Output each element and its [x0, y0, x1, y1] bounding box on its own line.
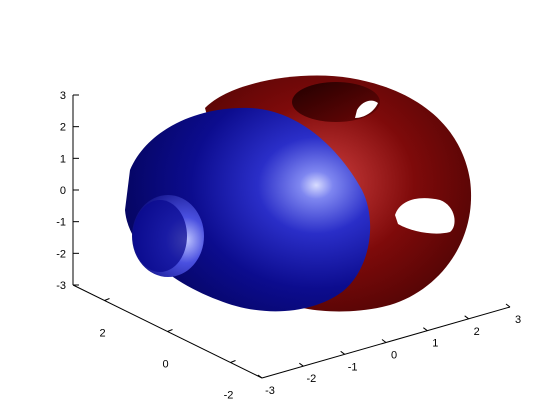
z-tick-label: 3: [60, 90, 66, 102]
blue-inner-shadow: [133, 200, 187, 272]
x-tick: [464, 315, 469, 320]
z-tick-label: -2: [56, 248, 66, 260]
y-tick: [167, 329, 173, 332]
y-tick: [104, 298, 110, 301]
red-top-hole: [355, 100, 378, 118]
tick-group: 3 2 1 0 -1 -2 -3 -2 0 2 -3 -2 -1 0 1 2 3: [56, 90, 521, 402]
x-tick: [257, 374, 263, 379]
x-tick-label: 2: [474, 326, 480, 338]
x-tick-label: -2: [306, 373, 316, 385]
x-tick: [423, 327, 428, 332]
z-tick-label: 1: [60, 153, 66, 165]
y-tick-label: -2: [224, 390, 234, 402]
y-tick-label: 0: [162, 359, 168, 371]
x-tick: [381, 339, 387, 343]
x-tick-label: 1: [432, 338, 438, 350]
blue-surface: [125, 107, 371, 312]
x-tick: [299, 362, 304, 367]
z-tick-label: -3: [56, 280, 66, 292]
x-tick-label: 3: [515, 314, 521, 326]
z-tick-label: 0: [60, 185, 66, 197]
x-tick-label: -1: [348, 361, 358, 373]
x-tick: [505, 303, 511, 308]
x-tick: [340, 350, 345, 355]
y-tick: [230, 360, 236, 363]
red-side-hole: [395, 198, 455, 234]
x-tick-label: -3: [265, 385, 275, 397]
x-tick-label: 0: [391, 350, 397, 362]
z-tick-label: -1: [56, 217, 66, 229]
z-tick-label: 2: [60, 122, 66, 134]
y-tick-label: 2: [99, 328, 105, 340]
